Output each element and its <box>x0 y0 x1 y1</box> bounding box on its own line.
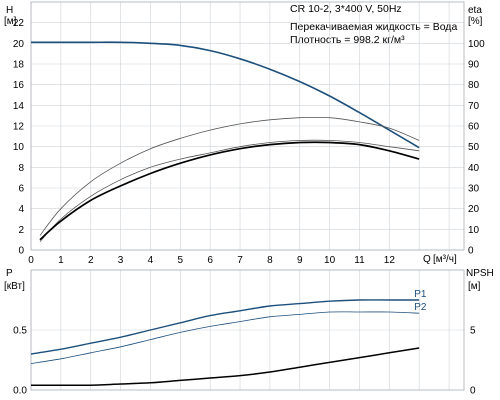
flow-tick-label: 8 <box>267 255 273 266</box>
flow-tick-label: 2 <box>88 255 94 266</box>
efficiency-curve-pump <box>39 141 420 241</box>
eta-tick-label: 10 <box>468 225 480 236</box>
eta-tick-label: 50 <box>468 142 480 153</box>
flow-tick-label: 12 <box>384 255 396 266</box>
eta-tick-label: 80 <box>468 80 480 91</box>
liquid-annotation: Перекачиваемая жидкость = Вода <box>290 21 457 33</box>
npsh-axis-label: NPSH <box>466 268 494 279</box>
efficiency-curve-lower <box>39 139 420 242</box>
density-annotation: Плотность = 998.2 кг/м³ <box>290 34 405 46</box>
flow-tick-label: 1 <box>58 255 64 266</box>
head-tick-label: 2 <box>18 225 24 236</box>
flow-tick-label: 7 <box>237 255 243 266</box>
flow-tick-label: 11 <box>354 255 365 266</box>
eta-tick-label: 70 <box>468 101 480 112</box>
flow-axis-unit: [м³/ч] <box>433 254 457 265</box>
eta-tick-label: 20 <box>468 204 480 215</box>
eta-tick-label: 60 <box>468 122 480 133</box>
head-tick-label: 16 <box>13 80 25 91</box>
flow-tick-label: 4 <box>148 255 154 266</box>
power-axis-label: P <box>6 268 13 279</box>
head-tick-label: 14 <box>13 101 25 112</box>
flow-tick-label: 5 <box>178 255 184 266</box>
head-axis-label: H <box>6 5 13 16</box>
power-p1-curve <box>30 299 420 355</box>
npsh-tick-label: 0 <box>470 386 476 397</box>
head-tick-label: 12 <box>13 122 25 133</box>
npsh-axis-unit: [м] <box>468 281 481 292</box>
series-label-p2: P2 <box>414 302 427 313</box>
flow-tick-label: 3 <box>118 255 124 266</box>
eta-tick-label: 100 <box>468 39 485 50</box>
eta-tick-label: 0 <box>468 246 474 257</box>
chart-title: CR 10-2, 3*400 V, 50Hz <box>290 3 402 15</box>
head-curve <box>31 41 420 149</box>
eta-tick-label: 90 <box>468 60 480 71</box>
eta-tick-label: 30 <box>468 184 480 195</box>
head-tick-label: 22 <box>13 18 25 29</box>
head-axis-unit: [м] <box>4 16 17 27</box>
power-tick-label: 0.0 <box>13 386 27 397</box>
flow-tick-label: 6 <box>207 255 213 266</box>
head-tick-label: 10 <box>13 142 25 153</box>
head-tick-label: 18 <box>13 60 25 71</box>
npsh-curve <box>31 347 420 387</box>
efficiency-curve-upper <box>39 116 420 236</box>
series-label-p1: P1 <box>414 289 427 300</box>
head-tick-label: 4 <box>18 204 24 215</box>
power-p2-curve <box>30 311 420 364</box>
plot-frame-bottom <box>30 269 465 391</box>
eta-axis-label: eta <box>468 5 482 16</box>
power-tick-label: 0.5 <box>13 326 27 337</box>
npsh-tick-label: 5 <box>470 326 476 337</box>
head-tick-label: 8 <box>18 163 24 174</box>
power-axis-unit: [кВт] <box>4 281 25 292</box>
plot-frame-top <box>30 1 465 251</box>
flow-tick-label: 0 <box>28 255 34 266</box>
eta-axis-unit: [%] <box>468 16 483 27</box>
flow-axis-label: Q <box>423 254 431 265</box>
head-tick-label: 0 <box>18 246 24 257</box>
flow-tick-label: 10 <box>324 255 336 266</box>
eta-tick-label: 40 <box>468 163 480 174</box>
head-tick-label: 6 <box>18 184 24 195</box>
head-tick-label: 20 <box>13 39 25 50</box>
flow-tick-label: 9 <box>297 255 303 266</box>
